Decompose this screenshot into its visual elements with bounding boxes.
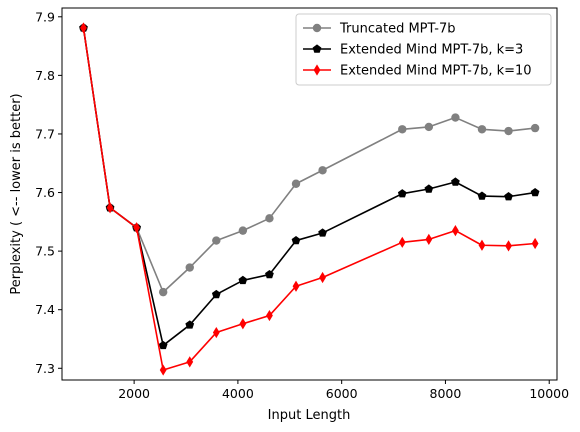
data-point [212,326,220,339]
legend-label: Extended Mind MPT-7b, k=3 [340,43,523,58]
data-point [158,340,168,350]
data-point [291,179,301,188]
data-point [158,287,168,297]
series-line [82,27,536,347]
data-point [265,269,274,279]
data-point [106,202,114,214]
data-point [212,236,221,245]
data-point [238,226,248,235]
series-line [82,27,536,293]
x-tick-label: 6000 [326,386,358,401]
series-3 [80,22,539,376]
data-point [266,309,273,322]
x-axis-title: Input Length [268,408,351,423]
data-point [318,228,327,237]
data-point [133,222,141,234]
legend: Truncated MPT-7b Extended Mind MPT-7b, k=… [295,13,552,86]
data-point [424,122,434,132]
data-point [80,22,87,34]
y-tick-label: 7.4 [35,302,55,317]
x-tick-label: 4000 [222,386,254,401]
data-point [452,225,459,237]
y-axis-title: Perplexity ( <-- lower is better) [9,93,24,294]
data-point [451,177,460,186]
data-point [159,364,167,376]
data-point [265,214,274,223]
legend-item: Extended Mind MPT-7b, k=10 [303,64,532,79]
plot-frame [61,7,558,381]
data-point [318,166,327,175]
y-tick-label: 7.9 [35,9,55,24]
data-point [424,184,434,193]
data-point [504,126,513,136]
data-point [530,123,540,133]
data-point [239,318,247,330]
y-tick-label: 7.3 [35,361,55,376]
y-tick-label: 7.6 [35,185,55,200]
y-tick-label: 7.5 [35,244,55,259]
data-point [505,240,512,252]
data-point [477,191,487,200]
legend-items: Truncated MPT-7b Extended Mind MPT-7b, k=… [303,22,532,79]
data-point [238,275,248,285]
legend-label: Extended Mind MPT-7b, k=10 [340,64,532,79]
x-tick-label: 8000 [430,386,462,401]
data-point [292,280,300,292]
data-point [477,125,487,134]
data-point [211,289,221,299]
data-point [398,125,407,134]
data-point [185,320,195,329]
legend-marker [312,23,322,33]
data-point [531,237,539,250]
data-point [291,235,301,245]
data-point [186,356,194,368]
data-point [504,192,513,201]
x-tick-label: 2000 [118,386,150,401]
data-point [397,189,407,198]
legend-marker [313,64,321,76]
y-tick-label: 7.8 [35,68,55,83]
data-point [398,236,406,248]
data-point [478,239,486,251]
x-axis-ticks: 2000 4000 6000 8000 10000 [118,380,569,401]
data-point [319,271,326,284]
data-point [451,113,460,122]
y-axis-ticks: 7.3 7.4 7.5 7.6 7.7 7.8 7.9 [35,9,62,376]
series-line [82,27,536,371]
x-tick-label: 10000 [529,386,569,401]
legend-label: Truncated MPT-7b [339,22,455,37]
legend-marker [312,44,322,53]
legend-box [295,13,552,86]
y-tick-label: 7.7 [35,126,55,141]
data-point [530,187,540,197]
data-point [185,263,194,272]
data-point [425,233,433,246]
legend-item: Truncated MPT-7b [303,22,455,37]
legend-item: Extended Mind MPT-7b, k=3 [303,43,523,58]
series-layer [79,22,540,376]
